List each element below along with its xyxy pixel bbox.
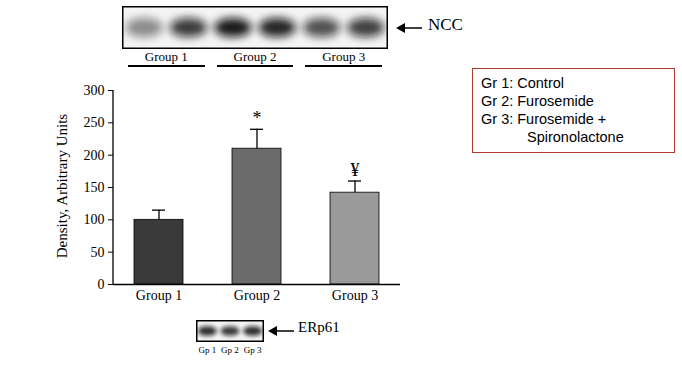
html-text:Gr 3: Furosemide +: Gr 3: Furosemide + [481, 111, 607, 127]
html-text:NCC: NCC [428, 15, 463, 34]
html-text:Gr 1: Control: Gr 1: Control [481, 75, 564, 91]
html-text:ERp61: ERp61 [298, 319, 340, 335]
html-text:Gp 2: Gp 2 [221, 345, 239, 355]
html-text:Group 2: Group 2 [233, 49, 277, 64]
svg-text:50: 50 [91, 245, 105, 260]
svg-text:*: * [253, 108, 262, 128]
svg-text:150: 150 [84, 180, 105, 195]
svg-text:200: 200 [84, 148, 105, 163]
svg-text:Group 1: Group 1 [136, 288, 182, 303]
svg-text:0: 0 [98, 277, 105, 292]
html-text:Group 1: Group 1 [144, 49, 188, 64]
svg-text:¥: ¥ [351, 160, 360, 180]
html-text:Spironolactone: Spironolactone [527, 129, 624, 145]
svg-text:Group 3: Group 3 [332, 288, 378, 303]
svg-text:250: 250 [84, 115, 105, 130]
html-text:Gp 1: Gp 1 [198, 345, 217, 355]
html-text:Group 3: Group 3 [322, 49, 366, 64]
svg-text:300: 300 [84, 83, 105, 98]
svg-text:100: 100 [84, 212, 105, 227]
svg-text:Group 2: Group 2 [234, 288, 280, 303]
html-text:Gp 3: Gp 3 [243, 345, 262, 355]
html-text:Gr 2: Furosemide: Gr 2: Furosemide [481, 93, 594, 109]
html-text:Density, Arbitrary Units: Density, Arbitrary Units [53, 113, 70, 259]
